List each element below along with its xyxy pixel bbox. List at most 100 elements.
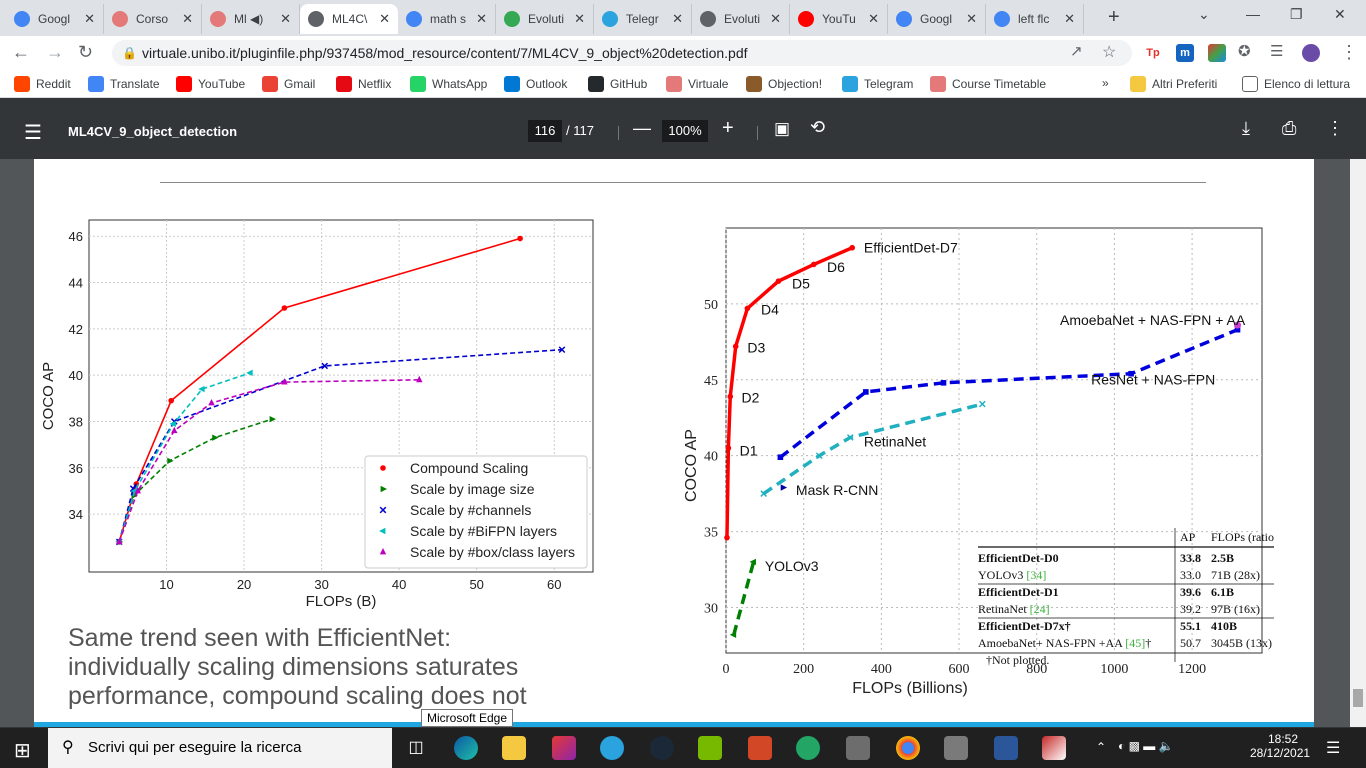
app-icon[interactable] [552,736,576,760]
browser-tab[interactable]: ML4C\ ✕ [300,4,398,34]
bookmark-item[interactable]: Translate [88,76,160,92]
series-line [762,402,983,496]
more-options-icon[interactable]: ⋮ [1326,118,1344,138]
tab-close-icon[interactable]: ✕ [574,11,585,26]
taskbar-search-input[interactable]: ⚲ Scrivi qui per eseguire la ricerca [48,728,392,768]
zoom-input[interactable]: 100% [662,120,708,142]
rotate-icon[interactable]: ⟲ [810,117,826,137]
browser-tab[interactable]: Ml ◀) ✕ [202,4,300,34]
bookmark-item[interactable]: WhatsApp [410,76,487,92]
reading-list-button[interactable]: Elenco di lettura [1242,76,1350,92]
bookmark-item[interactable]: GitHub [588,76,647,92]
browser-tab[interactable]: Evoluti ✕ [692,4,790,34]
m-extension-icon[interactable]: m [1176,44,1194,62]
share-icon[interactable]: ↗ [1070,43,1083,60]
legend-label: Scale by #BiFPN layers [410,523,557,539]
telegram-icon[interactable] [600,736,624,760]
efficientdet-chart: 0 200 400 600 800 1000 1200 30 35 40 45 50 FLOPs (Bi… [683,227,1274,697]
edge-icon[interactable] [454,736,478,760]
bookmark-item[interactable]: Gmail [262,76,315,92]
data-point [749,558,756,566]
x-tick-label: 1200 [1178,662,1206,677]
print-icon[interactable]: ⎙ [1282,118,1297,138]
tab-close-icon[interactable]: ✕ [672,11,683,26]
bookmarks-overflow-button[interactable]: » [1102,76,1109,90]
browser-tab[interactable]: Googl ✕ [6,4,104,34]
bookmark-item[interactable]: Netflix [336,76,391,92]
browser-tab[interactable]: left flc ✕ [986,4,1084,34]
tab-close-icon[interactable]: ✕ [84,11,95,26]
download-icon[interactable]: ⤓ [1242,118,1250,138]
other-bookmarks-folder[interactable]: Altri Preferiti [1130,76,1217,92]
tab-close-icon[interactable]: ✕ [476,11,487,26]
browser-tab[interactable]: Telegr ✕ [594,4,692,34]
app-icon[interactable] [1042,736,1066,760]
pdf-viewer[interactable]: 10 20 30 40 50 60 34 36 38 40 42 44 46 FLOPs (B) COCO … [0,159,1366,727]
bookmark-star-icon[interactable]: ☆ [1102,44,1117,61]
tab-close-icon[interactable]: ✕ [1064,11,1075,26]
scrollbar[interactable] [1350,159,1366,727]
data-point [940,380,947,386]
table-cell: 33.8 [1180,551,1201,565]
tp-extension-icon[interactable]: Tp [1144,44,1162,62]
notifications-icon[interactable]: ☰ [1326,740,1341,757]
tray-chevron-icon[interactable]: ⌃ [1096,740,1107,754]
tab-close-icon[interactable]: ✕ [966,11,977,26]
close-window-button[interactable]: ✕ [1334,6,1346,22]
bookmark-item[interactable]: Course Timetable [930,76,1046,92]
tab-close-icon[interactable]: ✕ [182,11,193,26]
forward-icon[interactable]: → [46,42,64,62]
bookmark-item[interactable]: YouTube [176,76,245,92]
reload-icon[interactable]: ↻ [78,42,94,62]
steam-icon[interactable] [650,736,674,760]
back-icon[interactable]: ← [12,42,30,62]
atom-icon[interactable] [796,736,820,760]
browser-tab[interactable]: YouTu ✕ [790,4,888,34]
tab-close-icon[interactable]: ✕ [379,11,390,26]
browser-tab[interactable]: Googl ✕ [888,4,986,34]
tab-close-icon[interactable]: ✕ [280,11,291,26]
tray-icons[interactable]: ◐ ▩ ▬ 🔈 [1118,739,1174,753]
clock[interactable]: 18:52 28/12/2021 [1250,732,1310,760]
slide-bottom-bar [34,722,1314,727]
bookmark-item[interactable]: Objection! [746,76,822,92]
page-number-input[interactable]: 116 [528,120,562,142]
x-tick-label: 400 [871,662,892,677]
color-extension-icon[interactable] [1208,44,1226,62]
minimize-button[interactable]: — [1246,6,1260,22]
powerpoint-icon[interactable] [748,736,772,760]
browser-tab[interactable]: math s ✕ [398,4,496,34]
sidebar-menu-icon[interactable]: ☰ [24,122,42,144]
profile-avatar[interactable] [1302,44,1320,62]
zoom-out-button[interactable]: — [633,118,651,138]
windows-start-icon[interactable]: ⊞ [14,740,31,762]
word-icon[interactable] [994,736,1018,760]
bookmark-item[interactable]: Outlook [504,76,567,92]
extensions-puzzle-icon[interactable]: ✪ [1238,43,1251,60]
zoom-in-button[interactable]: + [722,117,734,139]
media-control-icon[interactable]: ☰ [1270,43,1284,60]
tab-close-icon[interactable]: ✕ [868,11,879,26]
tab-close-icon[interactable]: ✕ [770,11,781,26]
new-tab-button[interactable]: + [1108,6,1120,28]
calculator-icon[interactable] [944,736,968,760]
nvidia-icon[interactable] [698,736,722,760]
scrollbar-thumb[interactable] [1353,689,1363,707]
chrome-icon[interactable] [896,736,920,760]
x-tick-label: 800 [1026,662,1047,677]
fit-page-icon[interactable]: ▣ [774,119,791,138]
bookmark-item[interactable]: Reddit [14,76,71,92]
y-tick-label: 50 [704,298,718,313]
url-field[interactable]: 🔒 virtuale.unibo.it/pluginfile.php/93745… [112,40,1132,66]
browser-tab[interactable]: Corso ✕ [104,4,202,34]
app-icon[interactable] [846,736,870,760]
task-view-icon[interactable]: ◫ [408,739,424,756]
lock-icon[interactable]: 🔒 [122,46,137,60]
file-explorer-icon[interactable] [502,736,526,760]
maximize-button[interactable]: ❐ [1290,6,1303,22]
chrome-menu-icon[interactable]: ⋮ [1340,42,1358,62]
bookmark-item[interactable]: Telegram [842,76,913,92]
bookmark-item[interactable]: Virtuale [666,76,728,92]
browser-tab[interactable]: Evoluti ✕ [496,4,594,34]
tab-search-icon[interactable]: ⌄ [1198,6,1210,22]
